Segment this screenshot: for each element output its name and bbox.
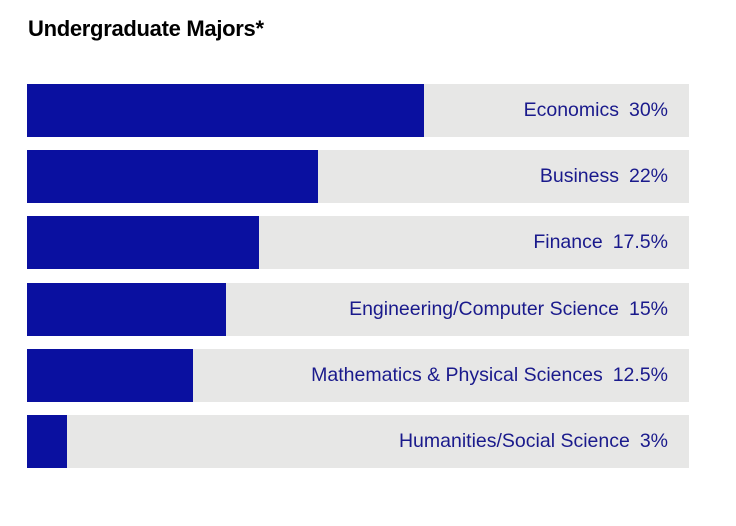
bar-label: Humanities/Social Science 3%	[399, 415, 668, 468]
bar	[27, 150, 319, 204]
value-label: 17.5%	[612, 231, 668, 254]
bar	[27, 414, 67, 468]
category-label: Mathematics & Physical Sciences	[311, 363, 603, 386]
bar-row: Engineering/Computer Science 15%	[27, 282, 689, 336]
bar	[27, 84, 425, 137]
value-label: 30%	[628, 99, 668, 121]
bar	[27, 282, 226, 336]
value-label: 12.5%	[612, 363, 668, 386]
value-label: 3%	[639, 429, 668, 452]
category-label: Economics	[523, 99, 619, 121]
category-label: Finance	[533, 231, 603, 254]
bar-row: Finance 17.5%	[27, 216, 689, 270]
bar-label: Economics 30%	[524, 84, 668, 137]
chart-title: Undergraduate Majors*	[28, 16, 264, 41]
bar-list: Economics 30% Business 22% Finance 17.5% Engin…	[27, 84, 689, 481]
bar-label: Engineering/Computer Science 15%	[349, 283, 668, 336]
bar-row: Business 22%	[27, 150, 689, 204]
value-label: 15%	[628, 297, 668, 320]
bar	[27, 348, 193, 402]
category-label: Engineering/Computer Science	[349, 297, 619, 320]
bar-row: Economics 30%	[27, 84, 689, 137]
category-label: Business	[539, 165, 619, 188]
bar-label: Finance 17.5%	[533, 216, 668, 269]
category-label: Humanities/Social Science	[398, 429, 630, 452]
bar-row: Humanities/Social Science 3%	[27, 414, 689, 468]
value-label: 22%	[628, 165, 668, 188]
bar-label: Business 22%	[540, 150, 668, 203]
bar-row: Mathematics & Physical Sciences 12.5%	[27, 348, 689, 402]
bar-label: Mathematics & Physical Sciences 12.5%	[311, 349, 668, 402]
bar	[27, 216, 259, 270]
